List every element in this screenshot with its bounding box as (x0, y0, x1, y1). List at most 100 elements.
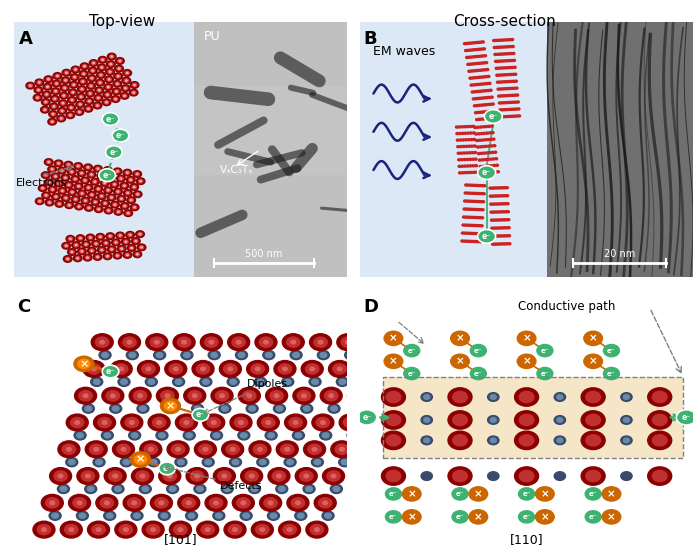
Circle shape (504, 243, 507, 245)
Circle shape (127, 212, 129, 214)
Circle shape (87, 206, 91, 210)
Circle shape (216, 513, 222, 518)
Circle shape (113, 97, 118, 101)
Circle shape (114, 73, 122, 80)
Circle shape (465, 50, 467, 51)
Circle shape (502, 203, 505, 205)
Circle shape (506, 195, 509, 197)
Circle shape (314, 528, 319, 531)
Circle shape (314, 337, 327, 347)
Circle shape (482, 145, 485, 148)
Circle shape (130, 184, 139, 190)
Circle shape (485, 90, 487, 92)
Circle shape (136, 178, 145, 185)
Circle shape (466, 159, 469, 160)
Circle shape (491, 117, 494, 119)
Circle shape (122, 184, 127, 187)
Circle shape (219, 361, 241, 377)
Circle shape (197, 364, 210, 374)
Circle shape (501, 60, 504, 62)
Circle shape (54, 471, 67, 481)
Circle shape (492, 158, 495, 160)
Text: A: A (19, 30, 33, 48)
Circle shape (117, 255, 118, 256)
Circle shape (249, 474, 254, 478)
Circle shape (221, 406, 228, 411)
Circle shape (178, 494, 200, 512)
Circle shape (473, 98, 475, 100)
Circle shape (557, 438, 563, 442)
Circle shape (480, 41, 482, 43)
Circle shape (491, 187, 494, 189)
Circle shape (276, 441, 298, 458)
Circle shape (91, 377, 103, 387)
Circle shape (509, 116, 512, 117)
Circle shape (489, 152, 491, 154)
Text: e⁻: e⁻ (474, 348, 482, 353)
Circle shape (536, 487, 554, 501)
Circle shape (96, 494, 118, 512)
Circle shape (136, 194, 139, 195)
Circle shape (63, 176, 67, 179)
Circle shape (476, 105, 478, 107)
Circle shape (200, 334, 223, 351)
Circle shape (485, 61, 488, 64)
Circle shape (495, 67, 498, 69)
Circle shape (91, 334, 113, 351)
Circle shape (262, 418, 275, 427)
Circle shape (480, 48, 483, 50)
Circle shape (451, 354, 469, 368)
Circle shape (127, 197, 136, 204)
Circle shape (45, 179, 53, 186)
Circle shape (81, 72, 86, 76)
Circle shape (424, 438, 430, 442)
Circle shape (329, 394, 333, 398)
Circle shape (482, 41, 484, 43)
Circle shape (456, 139, 459, 141)
Circle shape (107, 190, 109, 191)
Circle shape (132, 185, 137, 189)
Circle shape (92, 70, 94, 71)
Circle shape (68, 184, 69, 186)
Circle shape (120, 235, 121, 236)
Circle shape (90, 85, 92, 86)
Circle shape (470, 367, 486, 380)
Circle shape (46, 199, 54, 206)
Circle shape (37, 81, 41, 84)
Circle shape (123, 460, 130, 465)
Circle shape (102, 431, 113, 440)
Circle shape (213, 511, 225, 520)
Circle shape (495, 227, 498, 229)
Circle shape (557, 418, 563, 422)
Circle shape (136, 174, 138, 175)
Circle shape (55, 180, 63, 187)
Text: ×: × (589, 333, 598, 343)
Circle shape (88, 108, 89, 109)
Circle shape (138, 394, 143, 398)
Circle shape (475, 118, 478, 121)
Circle shape (470, 145, 473, 147)
Circle shape (494, 54, 496, 55)
Circle shape (463, 216, 466, 218)
Circle shape (461, 232, 464, 234)
Circle shape (404, 367, 420, 380)
Circle shape (61, 170, 63, 171)
Circle shape (347, 352, 354, 358)
Circle shape (108, 234, 113, 238)
Circle shape (130, 421, 134, 424)
Circle shape (99, 236, 101, 237)
Text: ×: × (474, 489, 483, 499)
Text: e⁻: e⁻ (456, 491, 464, 497)
Circle shape (102, 352, 108, 358)
Circle shape (482, 83, 484, 85)
Circle shape (501, 219, 503, 221)
Circle shape (123, 87, 127, 90)
Circle shape (494, 195, 496, 197)
Circle shape (81, 251, 83, 252)
Circle shape (421, 416, 433, 424)
Text: e⁻: e⁻ (389, 491, 398, 497)
Circle shape (537, 367, 553, 380)
Circle shape (482, 97, 484, 99)
Circle shape (498, 95, 500, 97)
Circle shape (487, 165, 490, 167)
